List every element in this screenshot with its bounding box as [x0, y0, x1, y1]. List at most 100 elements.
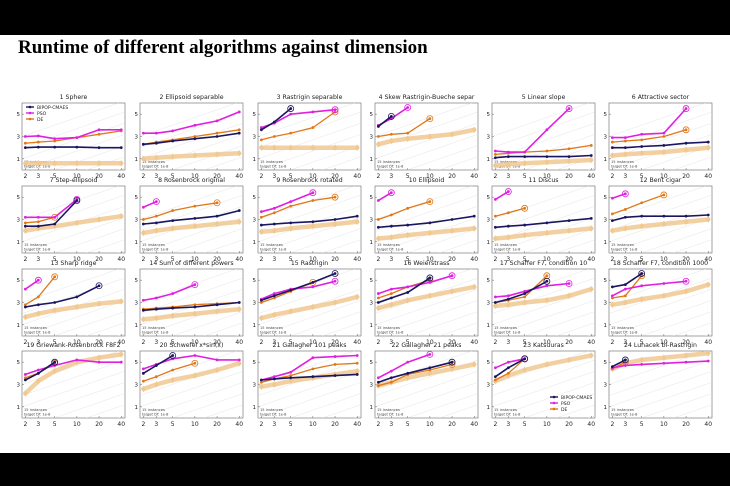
diagonal-gridline — [609, 359, 712, 396]
data-point-de — [289, 204, 293, 208]
data-point-reference — [471, 361, 477, 368]
diagonal-gridline — [53, 228, 125, 253]
data-point-bipop-cmaes — [545, 221, 549, 225]
legend-marker — [28, 111, 32, 115]
x-tick-label: 5 — [171, 256, 175, 263]
series-line-pso — [377, 353, 431, 379]
data-point-pso — [406, 360, 410, 364]
data-point-bipop-cmaes — [259, 298, 263, 302]
data-point-pso — [97, 128, 101, 132]
data-point-bipop-cmaes — [623, 358, 627, 362]
panel-title: 5 Linear slope — [522, 94, 566, 101]
data-point-bipop-cmaes — [376, 301, 380, 304]
x-tick-label: 2 — [610, 173, 614, 180]
diagonal-gridline — [375, 427, 478, 453]
series-line-bipop-cmaes — [611, 141, 710, 149]
data-point-reference — [449, 130, 455, 138]
data-point-de — [623, 208, 627, 211]
data-point-de — [506, 211, 510, 215]
panel-title: 11 Discus — [528, 177, 558, 184]
data-point-reference — [74, 219, 80, 227]
data-point-bipop-cmaes — [640, 272, 644, 275]
x-tick-label: 40 — [117, 173, 125, 180]
data-point-reference — [332, 144, 338, 152]
data-point-reference — [170, 376, 175, 384]
data-point-bipop-cmaes — [389, 296, 393, 300]
data-point-reference — [506, 301, 511, 309]
panel-note: 15 instances — [260, 408, 283, 412]
y-tick-label: 3 — [604, 301, 608, 307]
panel-note: 15 instances — [377, 160, 400, 164]
x-tick-label: 40 — [470, 173, 478, 180]
data-point-bipop-cmaes — [97, 146, 101, 150]
data-point-pso — [567, 282, 571, 285]
data-point-bipop-cmaes — [506, 224, 510, 228]
panel-note: target Df: 1e-8 — [260, 165, 287, 169]
data-point-bipop-cmaes — [493, 156, 497, 160]
data-point-pso — [141, 205, 145, 209]
panel-note: 15 instances — [611, 243, 634, 247]
data-point-bipop-cmaes — [289, 288, 293, 292]
y-tick-label: 3 — [370, 301, 374, 307]
y-tick-label: 5 — [135, 195, 139, 201]
data-point-pso — [237, 110, 241, 114]
x-tick-label: 10 — [73, 421, 81, 428]
data-point-de — [523, 295, 527, 299]
legend-label: BIPOP-CMAES — [561, 395, 592, 401]
x-tick-label: 3 — [623, 339, 627, 346]
x-tick-label: 2 — [141, 256, 145, 263]
diagonal-gridline — [258, 205, 361, 243]
series-line-de — [142, 301, 240, 310]
series-line-bipop-cmaes — [611, 359, 627, 368]
x-tick-label: 10 — [309, 256, 317, 263]
data-point-bipop-cmaes — [640, 145, 644, 148]
data-point-pso — [428, 352, 432, 356]
data-point-bipop-cmaes — [154, 141, 158, 145]
diagonal-gridline — [672, 156, 712, 170]
diagonal-gridline — [258, 134, 361, 170]
data-point-reference — [170, 312, 175, 320]
data-point-de — [23, 303, 27, 307]
panel-note: 15 instances — [260, 160, 283, 164]
x-tick-label: 40 — [353, 339, 361, 346]
panel-note: target Df: 1e-8 — [377, 413, 404, 417]
series-line-reference — [376, 284, 477, 311]
data-point-reference — [493, 302, 498, 310]
panel: 13 Sharp ridge 2 3 5 10 20 40 1 3 5 15 instancesta… — [17, 260, 126, 346]
data-point-bipop-cmaes — [493, 301, 497, 304]
x-tick-label: 2 — [610, 256, 614, 263]
x-tick-label: 2 — [141, 339, 145, 346]
x-tick-label: 40 — [117, 421, 125, 428]
data-point-reference — [683, 352, 689, 359]
panel-note: 15 instances — [494, 160, 517, 164]
panel-note: target Df: 1e-8 — [260, 331, 287, 335]
x-tick-label: 40 — [470, 421, 478, 428]
data-point-de — [493, 214, 497, 218]
y-tick-label: 5 — [487, 360, 491, 366]
data-point-pso — [706, 359, 710, 363]
panel-note: 15 instances — [142, 243, 165, 247]
data-point-de — [215, 201, 219, 205]
data-point-reference — [236, 218, 242, 226]
end-marker-de — [660, 191, 668, 199]
data-point-bipop-cmaes — [623, 215, 627, 219]
diagonal-gridline — [523, 228, 595, 253]
data-point-de — [36, 295, 40, 299]
panel: 24 Lunacek bi-Rastrigin 2 3 5 10 20 40 1 3 5 15 in… — [604, 342, 713, 428]
data-point-reference — [405, 135, 410, 143]
end-marker-pso — [387, 189, 395, 197]
data-point-de — [193, 204, 197, 208]
diagonal-gridline — [492, 370, 595, 408]
data-point-reference — [661, 292, 667, 300]
data-point-bipop-cmaes — [259, 128, 263, 132]
data-point-bipop-cmaes — [36, 224, 40, 228]
data-point-reference — [522, 299, 527, 306]
data-point-bipop-cmaes — [428, 221, 432, 225]
data-point-bipop-cmaes — [154, 307, 158, 311]
y-tick-label: 3 — [604, 218, 608, 224]
end-marker-bipop-cmaes — [73, 197, 81, 204]
series-line-reference — [141, 361, 242, 392]
data-point-pso — [389, 369, 393, 373]
series-line-reference — [23, 213, 124, 233]
x-tick-label: 10 — [426, 421, 434, 428]
